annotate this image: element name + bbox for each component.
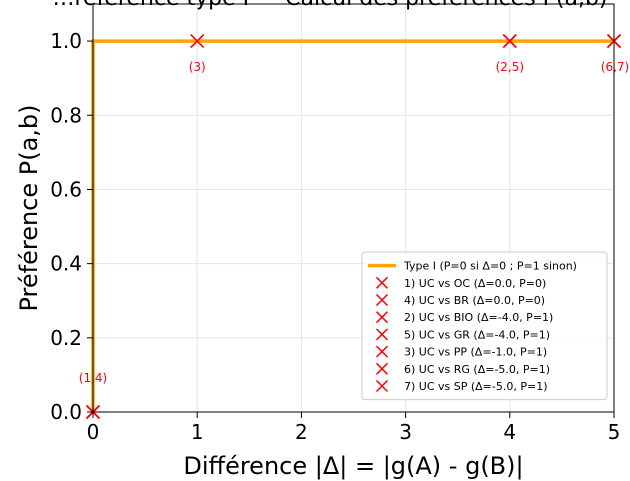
y-tick-label: 0.4 (50, 252, 82, 276)
legend-entry-label: 1) UC vs OC (Δ=0.0, P=0) (404, 277, 546, 290)
x-tick-label: 3 (399, 420, 412, 444)
data-point-marker (502, 34, 517, 49)
legend-marker-swatch (375, 276, 389, 289)
x-axis-title: Différence |Δ| = |g(A) - g(B)| (183, 452, 523, 480)
legend-entry-label: 5) UC vs GR (Δ=-4.0, P=1) (404, 328, 550, 341)
x-tick-label: 4 (503, 420, 516, 444)
legend-marker-swatch (375, 345, 389, 358)
x-tick-label: 1 (191, 420, 204, 444)
point-annotation: (2,5) (496, 60, 524, 74)
legend-entry-label: 4) UC vs BR (Δ=0.0, P=0) (404, 294, 545, 307)
axes: 0 1 2 3 4 5 0.0 0.2 0.4 0.6 0.8 1.0 (50, 3, 621, 444)
legend-entry-label: Type I (P=0 si Δ=0 ; P=1 sinon) (403, 260, 577, 273)
y-tick-label: 0.6 (50, 177, 82, 201)
legend-marker-swatch (375, 362, 389, 375)
legend-marker-swatch (375, 379, 389, 393)
legend: Type I (P=0 si Δ=0 ; P=1 sinon) 1) UC vs … (361, 251, 608, 401)
legend-marker-swatch (375, 293, 389, 307)
point-annotation: (6,7) (601, 60, 629, 74)
y-tick-label: 0.0 (50, 400, 82, 424)
legend-box (361, 251, 608, 401)
legend-marker-swatch (375, 328, 389, 341)
y-tick-label: 0.8 (50, 103, 82, 127)
legend-marker-swatch (375, 311, 389, 324)
chart-title: …référence type I — Calcul des préférenc… (52, 0, 607, 11)
legend-entry-label: 2) UC vs BIO (Δ=-4.0, P=1) (404, 311, 553, 324)
y-tick-label: 1.0 (50, 29, 82, 53)
plot-frame (92, 3, 615, 413)
legend-entry-label: 6) UC vs RG (Δ=-5.0, P=1) (404, 363, 550, 376)
x-tick-label: 0 (87, 420, 100, 444)
data-point-marker (190, 34, 205, 49)
y-axis-title: Préférence P(a,b) (15, 104, 43, 311)
legend-entry-label: 7) UC vs SP (Δ=-5.0, P=1) (404, 380, 548, 393)
legend-entry-label: 3) UC vs PP (Δ=-1.0, P=1) (404, 346, 547, 359)
y-tick-label: 0.2 (50, 326, 82, 350)
x-tick-label: 2 (295, 420, 308, 444)
point-annotation: (3) (189, 60, 206, 74)
x-tick-label: 5 (608, 420, 621, 444)
